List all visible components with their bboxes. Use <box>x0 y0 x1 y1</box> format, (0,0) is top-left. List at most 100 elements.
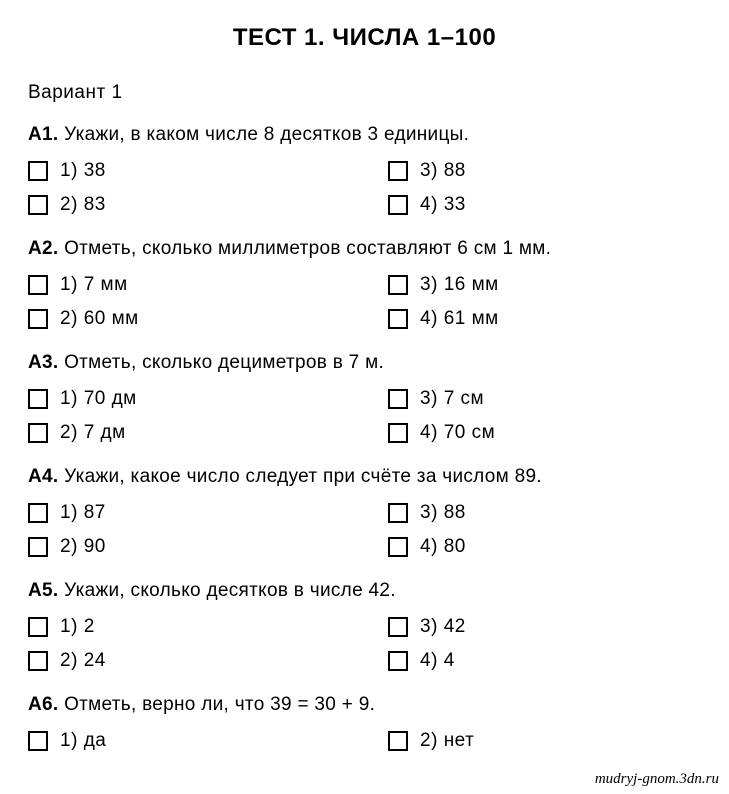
answer-option[interactable]: 2) 24 <box>28 644 388 678</box>
question: А1. Укажи, в каком числе 8 десятков 3 ед… <box>28 124 701 222</box>
checkbox-icon[interactable] <box>388 195 408 215</box>
option-number: 1) <box>60 616 78 637</box>
checkbox-icon[interactable] <box>28 161 48 181</box>
answer-option[interactable]: 1) 87 <box>28 496 388 530</box>
answer-option[interactable]: 1) 2 <box>28 610 388 644</box>
option-text: 88 <box>444 502 466 523</box>
checkbox-icon[interactable] <box>388 503 408 523</box>
options-column: 3) 884) 33 <box>388 154 701 222</box>
options-row: 1) 38 2) 83 3) 884) 33 <box>28 154 701 222</box>
answer-option[interactable]: 1) да <box>28 724 388 758</box>
checkbox-icon[interactable] <box>388 309 408 329</box>
option-number: 3) <box>420 616 438 637</box>
option-text: 7 дм <box>84 422 126 443</box>
option-number: 1) <box>60 502 78 523</box>
option-number: 3) <box>420 388 438 409</box>
checkbox-icon[interactable] <box>388 161 408 181</box>
option-text: нет <box>444 730 475 751</box>
options-column: 3) 42 4) 4 <box>388 610 701 678</box>
answer-option[interactable]: 4) 80 <box>388 530 701 564</box>
option-text: 4 <box>444 650 455 671</box>
option-label: 3) 7 см <box>420 388 484 410</box>
questions-container: А1. Укажи, в каком числе 8 десятков 3 ед… <box>28 124 701 758</box>
checkbox-icon[interactable] <box>28 503 48 523</box>
answer-option[interactable]: 1) 38 <box>28 154 388 188</box>
options-row: 1) 70 дм 2) 7 дм 3) 7 см 4) 70 см <box>28 382 701 450</box>
answer-option[interactable]: 2) 60 мм <box>28 302 388 336</box>
option-label: 2) 7 дм <box>60 422 126 444</box>
option-number: 2) <box>60 536 78 557</box>
options-column: 1) 70 дм 2) 7 дм <box>28 382 388 450</box>
question: А6. Отметь, верно ли, что 39 = 30 + 9.1)… <box>28 694 701 758</box>
checkbox-icon[interactable] <box>28 389 48 409</box>
checkbox-icon[interactable] <box>28 423 48 443</box>
option-text: 83 <box>84 194 106 215</box>
checkbox-icon[interactable] <box>28 537 48 557</box>
question: А3. Отметь, сколько дециметров в 7 м. 1) … <box>28 352 701 450</box>
watermark: mudryj-gnom.3dn.ru <box>595 771 719 788</box>
checkbox-icon[interactable] <box>28 275 48 295</box>
question-id: А2. <box>28 238 58 259</box>
checkbox-icon[interactable] <box>388 731 408 751</box>
option-label: 3) 42 <box>420 616 466 638</box>
answer-option[interactable]: 2) нет <box>388 724 701 758</box>
option-label: 2) 60 мм <box>60 308 139 330</box>
option-number: 4) <box>420 536 438 557</box>
answer-option[interactable]: 3) 16 мм <box>388 268 701 302</box>
option-label: 3) 16 мм <box>420 274 499 296</box>
variant-label: Вариант 1 <box>28 82 701 104</box>
option-text: 33 <box>444 194 466 215</box>
checkbox-icon[interactable] <box>28 731 48 751</box>
checkbox-icon[interactable] <box>388 617 408 637</box>
checkbox-icon[interactable] <box>388 423 408 443</box>
options-column: 1) да <box>28 724 388 758</box>
option-label: 1) 7 мм <box>60 274 128 296</box>
option-label: 2) 24 <box>60 650 106 672</box>
checkbox-icon[interactable] <box>388 275 408 295</box>
question-prompt: А3. Отметь, сколько дециметров в 7 м. <box>28 352 701 374</box>
answer-option[interactable]: 4) 33 <box>388 188 701 222</box>
question-text: Укажи, какое число следует при счёте за … <box>64 466 542 487</box>
checkbox-icon[interactable] <box>28 651 48 671</box>
answer-option[interactable]: 4) 61 мм <box>388 302 701 336</box>
answer-option[interactable]: 3) 88 <box>388 154 701 188</box>
checkbox-icon[interactable] <box>28 309 48 329</box>
option-number: 1) <box>60 160 78 181</box>
answer-option[interactable]: 4) 4 <box>388 644 701 678</box>
checkbox-icon[interactable] <box>388 389 408 409</box>
checkbox-icon[interactable] <box>28 617 48 637</box>
options-column: 3) 7 см 4) 70 см <box>388 382 701 450</box>
option-label: 4) 80 <box>420 536 466 558</box>
option-label: 1) 87 <box>60 502 106 524</box>
option-number: 2) <box>60 422 78 443</box>
option-text: 38 <box>84 160 106 181</box>
page-title: ТЕСТ 1. ЧИСЛА 1–100 <box>28 24 701 52</box>
option-number: 3) <box>420 502 438 523</box>
option-text: 2 <box>84 616 95 637</box>
answer-option[interactable]: 1) 7 мм <box>28 268 388 302</box>
answer-option[interactable]: 3) 42 <box>388 610 701 644</box>
option-label: 4) 4 <box>420 650 455 672</box>
option-number: 3) <box>420 160 438 181</box>
question-id: А3. <box>28 352 58 373</box>
option-label: 1) 70 дм <box>60 388 137 410</box>
option-label: 3) 88 <box>420 502 466 524</box>
option-number: 3) <box>420 274 438 295</box>
answer-option[interactable]: 3) 88 <box>388 496 701 530</box>
checkbox-icon[interactable] <box>388 651 408 671</box>
option-label: 4) 61 мм <box>420 308 499 330</box>
question-id: А6. <box>28 694 58 715</box>
answer-option[interactable]: 2) 7 дм <box>28 416 388 450</box>
answer-option[interactable]: 3) 7 см <box>388 382 701 416</box>
question: А2. Отметь, сколько миллиметров составля… <box>28 238 701 336</box>
option-label: 1) 38 <box>60 160 106 182</box>
checkbox-icon[interactable] <box>28 195 48 215</box>
option-number: 4) <box>420 308 438 329</box>
answer-option[interactable]: 4) 70 см <box>388 416 701 450</box>
checkbox-icon[interactable] <box>388 537 408 557</box>
answer-option[interactable]: 2) 90 <box>28 530 388 564</box>
answer-option[interactable]: 1) 70 дм <box>28 382 388 416</box>
option-text: 24 <box>84 650 106 671</box>
answer-option[interactable]: 2) 83 <box>28 188 388 222</box>
option-label: 2) 83 <box>60 194 106 216</box>
